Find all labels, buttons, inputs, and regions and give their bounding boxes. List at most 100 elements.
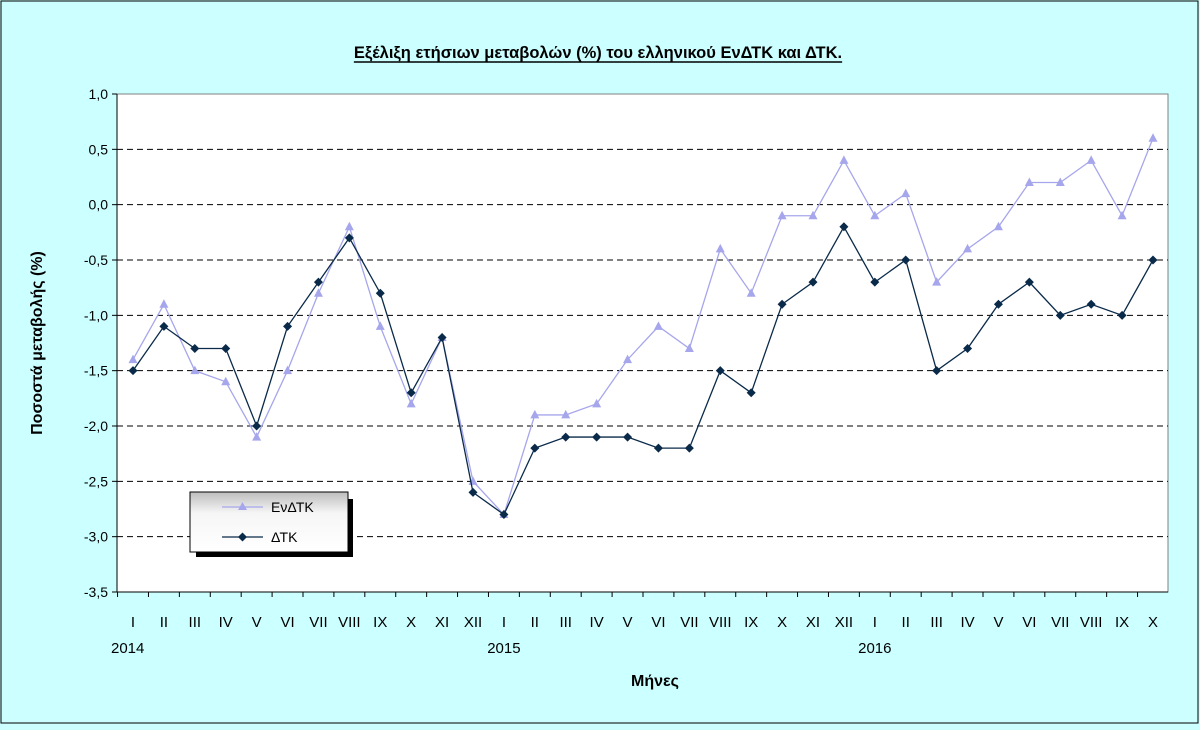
x-tick-label: I xyxy=(502,614,506,631)
data-point xyxy=(592,398,602,408)
data-point xyxy=(1117,210,1127,220)
x-tick-label: XI xyxy=(435,614,449,631)
x-tick-label: I xyxy=(131,614,135,631)
x-tick-label: VI xyxy=(280,614,294,631)
legend-label-envtk: ΕνΔΤΚ xyxy=(271,499,314,515)
y-tick-label: -3,0 xyxy=(84,529,108,545)
data-point xyxy=(808,277,818,287)
legend-item-envtk: ΕνΔΤΚ xyxy=(222,499,314,515)
data-point xyxy=(530,409,540,419)
data-point xyxy=(499,510,509,520)
legend: ΕνΔΤΚ ΔΤΚ xyxy=(189,491,353,557)
legend-label-dtk: ΔΤΚ xyxy=(271,529,298,545)
data-point xyxy=(1055,310,1065,320)
data-point xyxy=(901,188,911,198)
x-tick-label: IV xyxy=(590,614,604,631)
data-point xyxy=(1024,277,1034,287)
x-tick-label: V xyxy=(623,614,633,631)
x-tick-label: VIII xyxy=(1080,614,1103,631)
data-point xyxy=(437,332,447,342)
data-point xyxy=(715,243,725,253)
x-tick-label: V xyxy=(993,614,1003,631)
data-point xyxy=(932,277,942,286)
data-point xyxy=(221,376,231,386)
data-point xyxy=(870,210,880,220)
data-point xyxy=(561,432,571,442)
data-point xyxy=(1024,177,1034,187)
series-layer xyxy=(128,133,1158,520)
x-tick-label: VI xyxy=(651,614,665,631)
legend-marker-dtk xyxy=(238,532,247,542)
y-tick-label: -1,5 xyxy=(84,363,108,379)
data-point xyxy=(623,354,633,364)
x-tick-label: V xyxy=(252,614,262,631)
series-line xyxy=(132,138,1154,516)
series-line xyxy=(132,225,1154,516)
data-point xyxy=(221,344,231,354)
data-point xyxy=(128,366,138,376)
data-point xyxy=(684,343,694,353)
data-point xyxy=(839,155,849,164)
x-tick-label: IV xyxy=(219,614,233,631)
data-point xyxy=(777,299,787,309)
x-tick-label: IV xyxy=(960,614,974,631)
data-point xyxy=(375,288,385,298)
data-point xyxy=(1117,310,1127,320)
y-tick-label: 1,0 xyxy=(89,86,109,102)
x-tick-label: II xyxy=(902,614,910,631)
y-tick-label: -2,5 xyxy=(84,473,108,489)
y-axis-label: Ποσοστά μεταβολής (%) xyxy=(29,251,46,435)
y-tick-label: -2,0 xyxy=(84,418,108,434)
year-label: 2015 xyxy=(487,640,520,657)
y-tick-label: 0,5 xyxy=(89,141,109,157)
data-point xyxy=(313,288,323,297)
x-tick-label: II xyxy=(160,614,168,631)
data-point xyxy=(684,443,694,453)
data-point xyxy=(592,432,602,442)
data-point xyxy=(283,365,293,375)
data-point xyxy=(993,221,1003,231)
data-point xyxy=(653,443,663,453)
data-point xyxy=(313,277,323,287)
x-tick-label: VIII xyxy=(338,614,361,631)
x-tick-label: IX xyxy=(373,614,387,631)
data-point xyxy=(252,432,262,441)
data-point xyxy=(993,299,1003,309)
data-point xyxy=(870,277,880,287)
x-tick-label: VII xyxy=(680,614,698,631)
data-point xyxy=(252,421,262,431)
x-tick-label: XII xyxy=(464,614,482,631)
data-point xyxy=(963,243,973,253)
x-tick-label: VI xyxy=(1022,614,1036,631)
data-point xyxy=(190,344,200,354)
data-point xyxy=(932,366,942,376)
data-point xyxy=(1148,133,1158,142)
data-point xyxy=(375,321,385,330)
data-point xyxy=(344,221,354,231)
axes: 1,00,50,0-0,5-1,0-1,5-2,0-2,5-3,0-3,5I II… xyxy=(84,86,1168,657)
x-tick-label: X xyxy=(777,614,787,631)
year-label: 2016 xyxy=(858,640,891,657)
x-tick-label: X xyxy=(1148,614,1158,631)
data-point xyxy=(839,222,849,232)
legend-box xyxy=(189,491,349,553)
data-point xyxy=(406,398,416,408)
data-point xyxy=(190,365,200,375)
y-tick-label: -1,0 xyxy=(84,307,108,323)
x-tick-label: II xyxy=(531,614,539,631)
data-point xyxy=(623,432,633,442)
data-point xyxy=(283,321,293,331)
x-tick-label: VII xyxy=(309,614,327,631)
chart-title: Εξέλιξη ετήσιων μεταβολών (%) του ελληνι… xyxy=(354,44,842,62)
data-point xyxy=(653,321,663,330)
data-point xyxy=(963,344,973,354)
data-point xyxy=(1055,177,1065,187)
data-point xyxy=(715,366,725,376)
data-point xyxy=(128,354,138,364)
y-tick-label: -3,5 xyxy=(84,584,108,600)
x-tick-label: VIII xyxy=(709,614,732,631)
x-tick-label: VII xyxy=(1051,614,1069,631)
